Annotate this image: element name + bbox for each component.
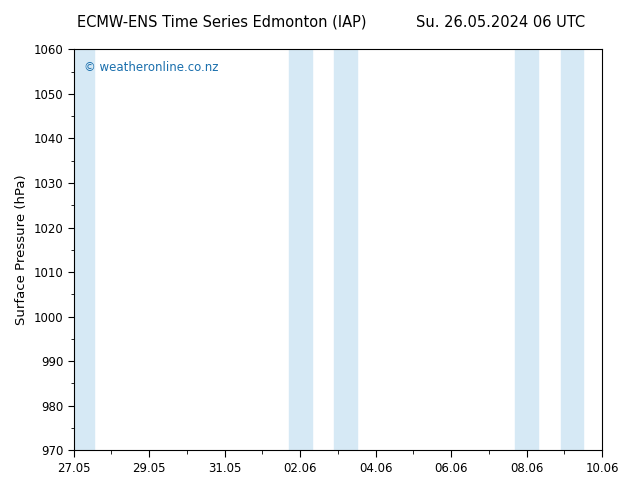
Bar [289,49,311,450]
Bar [560,49,583,450]
Text: ECMW-ENS Time Series Edmonton (IAP): ECMW-ENS Time Series Edmonton (IAP) [77,15,366,30]
Text: © weatheronline.co.nz: © weatheronline.co.nz [84,61,219,74]
Bar [74,49,94,450]
Y-axis label: Surface Pressure (hPa): Surface Pressure (hPa) [15,174,28,325]
Bar [515,49,538,450]
Text: Su. 26.05.2024 06 UTC: Su. 26.05.2024 06 UTC [417,15,585,30]
Bar [334,49,357,450]
